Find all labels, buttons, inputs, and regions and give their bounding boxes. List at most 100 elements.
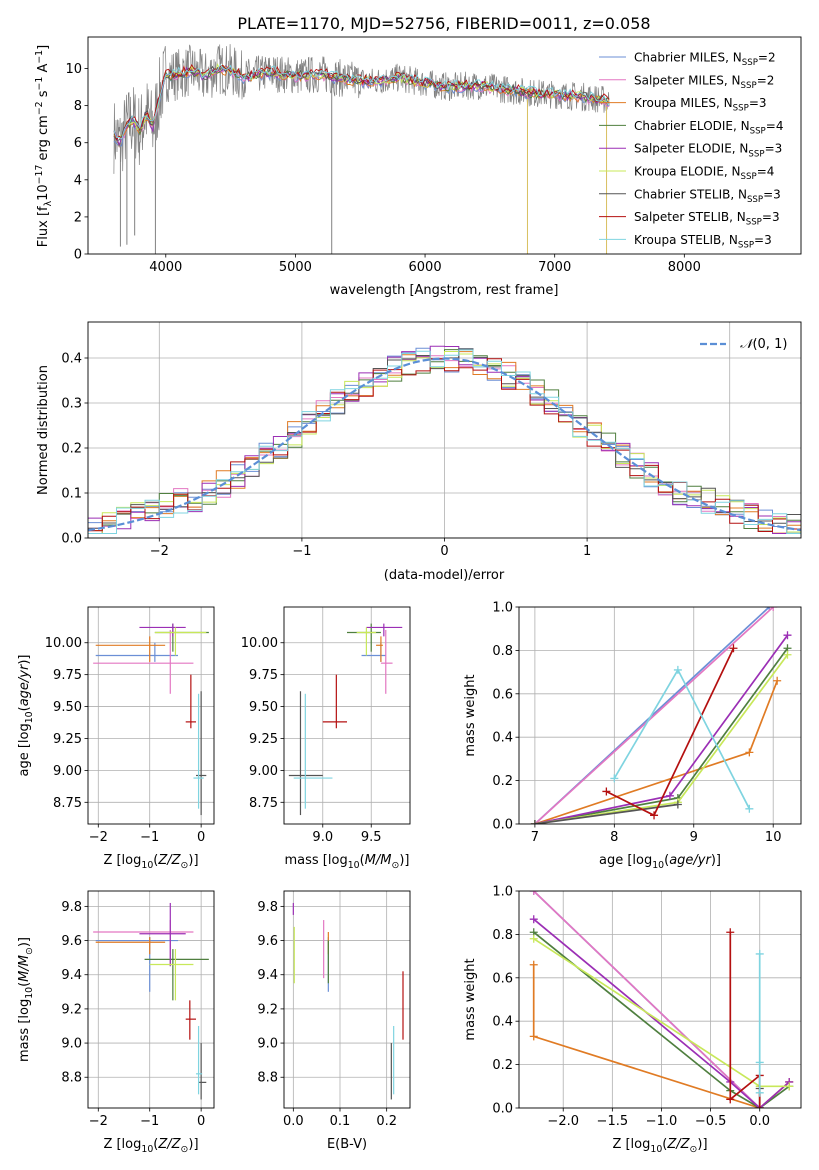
weight-marker-salpeter_elodie (529, 915, 538, 924)
y-tick-label: 10.00 (241, 636, 278, 651)
y-axis-label: mass weight (463, 958, 478, 1040)
axes-frame (87, 890, 215, 1109)
plot-area-weight_vs_Z (519, 891, 801, 1108)
weight-line-salpeter_elodie (534, 634, 789, 824)
ticks-age_vs_mass: 9.0 9.5 8.75 9.00 9.25 9.50 9.75 10.00 (241, 636, 382, 845)
weight-marker-kroupa_stelib (610, 774, 619, 783)
y-tick-label: 0.0 (492, 818, 513, 833)
model-line-kroupa_stelib (113, 63, 610, 140)
plot-area-age_vs_Z (88, 607, 214, 824)
y-tick-label: 8.75 (249, 796, 278, 811)
x-tick-label: −2.0 (547, 1114, 579, 1129)
y-tick-label: 9.2 (61, 1002, 82, 1017)
axes-mass_vs_Z: −2 −1 0 8.8 9.0 9.2 9.4 9.6 9.8 Z [log10(Z/Z⊙)] ma… (17, 890, 215, 1155)
spectrum-data-line (113, 44, 610, 174)
x-tick-label: 1 (583, 544, 591, 559)
x-tick-label: −1.0 (646, 1114, 678, 1129)
axes-frame (87, 36, 802, 255)
weight-marker-salpeter_stelib (755, 1104, 764, 1108)
x-tick-label: 0 (197, 1114, 205, 1129)
weight-line-salpeter_stelib (729, 932, 761, 1108)
y-tick-label: 4 (74, 173, 82, 188)
plot-area-mass_vs_Z (88, 891, 214, 1108)
legend-label-salpeter_miles: Salpeter MILES, NSSP=2 (634, 73, 774, 91)
x-tick-label: −0.5 (695, 1114, 727, 1129)
y-tick-label: 9.4 (61, 968, 82, 983)
x-tick-label: 0.1 (330, 1114, 351, 1129)
weight-line-chabrier_stelib (534, 803, 679, 824)
y-tick-label: 10 (65, 62, 82, 77)
y-axis-label: age [log10(age/yr)] (17, 654, 35, 776)
ticks-spectrum: 4000 5000 6000 7000 8000 0 2 4 6 8 10 (65, 62, 700, 275)
x-tick-label: −1 (292, 544, 311, 559)
ticks-mass_vs_Z: −2 −1 0 8.8 9.0 9.2 9.4 9.6 9.8 (61, 900, 205, 1129)
weight-line-salpeter_miles (534, 607, 774, 824)
x-tick-label: 5000 (279, 260, 312, 275)
y-tick-label: 9.75 (249, 668, 278, 683)
weight-marker-chabrier_stelib (530, 820, 539, 824)
x-tick-label: −1 (140, 1114, 159, 1129)
weight-marker-kroupa_miles (773, 676, 782, 685)
legend-label-kroupa_elodie: Kroupa ELODIE, NSSP=4 (634, 165, 774, 183)
hist-kroupa_stelib (88, 349, 801, 534)
axes-age_vs_mass: 9.0 9.5 8.75 9.00 9.25 9.50 9.75 10.00 mass [log… (241, 606, 411, 871)
x-tick-label: 10 (765, 830, 782, 845)
legend-label-chabrier_miles: Chabrier MILES, NSSP=2 (634, 51, 776, 69)
x-tick-label: 8 (610, 830, 618, 845)
weight-marker-kroupa_stelib (755, 1058, 764, 1067)
y-tick-label: 9.0 (257, 1037, 278, 1052)
y-tick-label: 9.4 (257, 968, 278, 983)
x-axis-label: Z [log10(Z/Z⊙)] (612, 1137, 707, 1155)
legend-normal-label: 𝒩(0, 1) (740, 337, 787, 352)
weight-marker-salpeter_elodie (783, 631, 792, 640)
x-tick-label: 4000 (149, 260, 182, 275)
x-tick-label: 9.5 (361, 830, 382, 845)
weight-line-salpeter_elodie (533, 918, 790, 1108)
y-tick-label: 0.1 (61, 487, 82, 502)
legend-label-kroupa_stelib: Kroupa STELIB, NSSP=3 (634, 233, 772, 251)
x-tick-label: 6000 (409, 260, 442, 275)
axes-frame (518, 606, 802, 825)
y-tick-label: 9.6 (61, 934, 82, 949)
x-tick-label: 7 (531, 830, 539, 845)
legend-label-chabrier_elodie: Chabrier ELODIE, NSSP=4 (634, 119, 783, 137)
weight-marker-kroupa_stelib (755, 1088, 764, 1097)
x-tick-label: −2 (89, 1114, 108, 1129)
y-tick-label: 8.8 (61, 1071, 82, 1086)
weight-marker-kroupa_elodie (785, 1082, 794, 1091)
y-tick-label: 9.50 (53, 700, 82, 715)
axes-frame (283, 890, 411, 1109)
x-axis-label: E(B-V) (327, 1137, 367, 1152)
legend-label-kroupa_miles: Kroupa MILES, NSSP=3 (634, 96, 767, 114)
y-tick-label: 0.6 (492, 971, 513, 986)
y-tick-label: 9.75 (53, 668, 82, 683)
weight-marker-kroupa_miles (529, 1032, 538, 1041)
y-tick-label: 0.8 (492, 644, 513, 659)
axes-frame (87, 606, 215, 825)
x-tick-label: 9 (690, 830, 698, 845)
x-tick-label: 2 (726, 544, 734, 559)
y-tick-label: 9.25 (53, 732, 82, 747)
x-tick-label: −2 (150, 544, 169, 559)
axes-frame (87, 321, 802, 539)
y-tick-label: 9.25 (249, 732, 278, 747)
weight-marker-kroupa_stelib (745, 804, 754, 813)
y-tick-label: 0.0 (61, 532, 82, 547)
x-tick-label: 0.0 (749, 1114, 770, 1129)
axes-frame (518, 890, 802, 1109)
ticks-weight_vs_age: 7 8 9 10 0.0 0.2 0.4 0.6 0.8 1.0 (492, 601, 781, 846)
y-tick-label: 9.00 (249, 764, 278, 779)
y-tick-label: 0.6 (492, 687, 513, 702)
y-tick-label: 9.8 (257, 900, 278, 915)
x-tick-label: 7000 (538, 260, 571, 275)
axes-weight_vs_Z: −2.0 −1.5 −1.0 −0.5 0.0 0.0 0.2 0.4 0.6 0.8 1.0 Z [… (463, 885, 802, 1155)
weight-marker-salpeter_stelib (726, 1095, 735, 1104)
weight-marker-salpeter_miles (769, 607, 778, 611)
weight-marker-kroupa_stelib (673, 665, 682, 674)
y-tick-label: 0.3 (61, 397, 82, 412)
x-tick-label: 0.2 (376, 1114, 397, 1129)
weight-marker-kroupa_miles (529, 960, 538, 969)
y-axis-label: mass [log10(M/M⊙)] (17, 937, 35, 1062)
plot-area-spectrum (113, 44, 610, 254)
y-tick-label: 8.75 (53, 796, 82, 811)
